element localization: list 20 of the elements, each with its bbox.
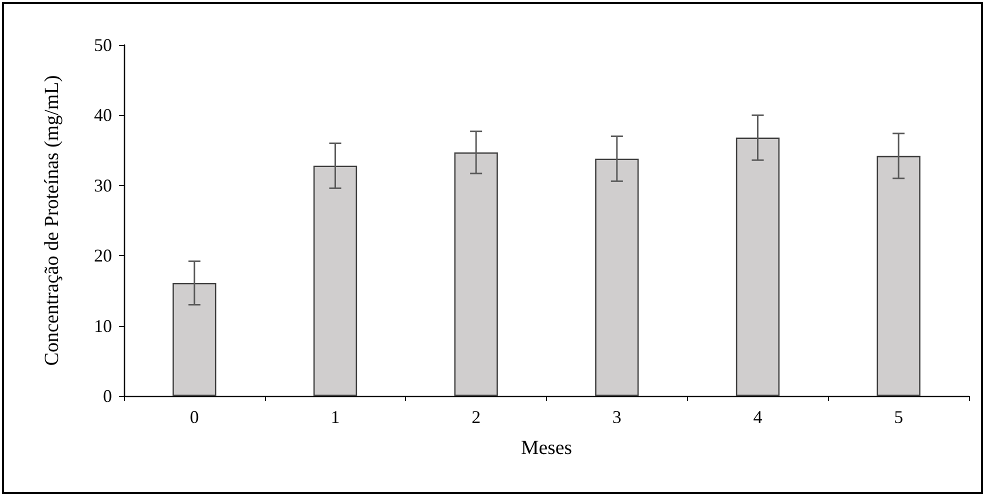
y-tick-label: 40	[94, 105, 112, 126]
y-tick-label: 20	[94, 246, 112, 266]
bar	[313, 166, 358, 396]
bar	[454, 152, 498, 396]
bar	[595, 158, 639, 396]
y-tick-label: 50	[94, 35, 112, 55]
y-axis-title: Concentração de Proteínas (mg/mL)	[41, 75, 63, 366]
x-tick-label: 5	[894, 407, 904, 427]
x-axis-title: Meses	[520, 437, 572, 459]
x-tick-label: 4	[753, 407, 762, 427]
x-tick-label: 0	[190, 407, 199, 427]
x-tick-label: 2	[472, 407, 481, 427]
x-tick-label: 1	[330, 407, 340, 427]
y-tick-label: 10	[94, 316, 112, 336]
y-tick-label: 30	[94, 175, 112, 196]
bar	[876, 156, 920, 396]
x-tick-label: 3	[612, 407, 622, 427]
bar	[172, 282, 216, 396]
y-tick-label: 0	[103, 386, 112, 406]
bar	[736, 138, 780, 396]
